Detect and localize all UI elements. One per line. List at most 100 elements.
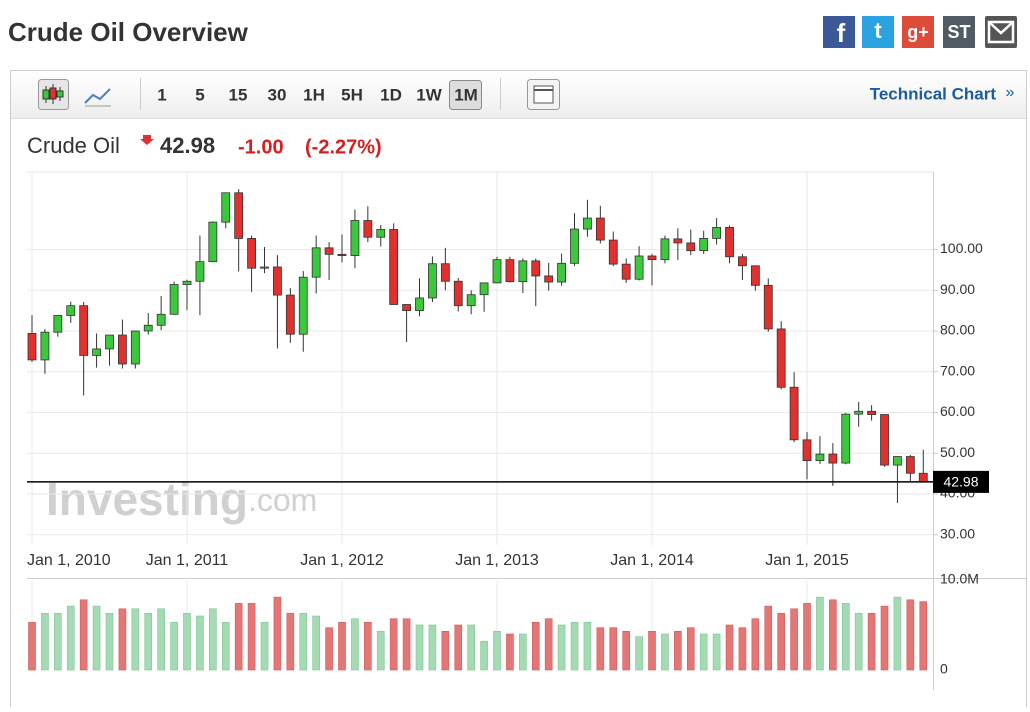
- interval-button[interactable]: 5H: [341, 85, 363, 104]
- volume-bar: [712, 633, 721, 671]
- candle-body: [298, 276, 308, 335]
- interval-button[interactable]: 1M: [454, 85, 478, 104]
- volume-bar: [247, 603, 256, 671]
- x-tick-label: Jan 1, 2013: [455, 552, 539, 569]
- volume-bar: [609, 627, 618, 671]
- candle-body: [893, 456, 902, 466]
- technical-chart-arrow[interactable]: »: [1006, 84, 1015, 101]
- candle-body: [712, 227, 722, 239]
- volume-bar: [183, 612, 191, 671]
- y-tick-label: 50.00: [940, 444, 975, 460]
- candle-body: [699, 238, 709, 252]
- candle-body: [531, 260, 541, 277]
- candle-body: [789, 386, 799, 441]
- candle-body: [880, 414, 889, 466]
- volume-bar: [234, 603, 243, 671]
- stocktwits[interactable]: [943, 16, 975, 48]
- candle-body: [27, 333, 37, 361]
- twitter-label[interactable]: t: [874, 18, 882, 43]
- interval-button[interactable]: 1W: [416, 85, 442, 104]
- candle-body: [66, 305, 76, 316]
- line-button[interactable]: [84, 88, 111, 104]
- last-price-box: [933, 470, 989, 493]
- interval-button[interactable]: 1D: [380, 85, 402, 104]
- volume-bar: [415, 624, 424, 671]
- volume-bar: [854, 612, 863, 671]
- google-plus[interactable]: [902, 16, 934, 48]
- volume-bar: [221, 621, 230, 671]
- candle-body: [53, 315, 63, 333]
- volume-bar: [544, 618, 553, 671]
- volume-bar: [493, 630, 501, 671]
- volume-bar: [686, 627, 695, 671]
- candle-body: [660, 238, 670, 261]
- volume-bar: [531, 621, 540, 671]
- candle-body: [815, 453, 825, 462]
- y-tick-label: 70.00: [940, 362, 975, 378]
- candle-body: [143, 324, 153, 332]
- candle-body: [725, 227, 734, 258]
- technical-chart-link[interactable]: Technical Chart: [870, 84, 997, 103]
- candle-body: [595, 217, 605, 241]
- volume-bar: [816, 596, 824, 671]
- interval-button[interactable]: 15: [229, 85, 248, 104]
- candle-body: [440, 263, 450, 282]
- volume-bar: [299, 612, 308, 671]
- volume-bar: [841, 603, 850, 671]
- volume-bar: [519, 633, 527, 671]
- candle-body: [905, 456, 915, 474]
- volume-bar: [454, 624, 463, 671]
- volume-bar: [648, 630, 656, 671]
- volume-bar: [725, 624, 734, 671]
- volume-bar: [635, 636, 643, 671]
- social-icons: f t g+ ST: [823, 16, 1017, 48]
- facebook-label[interactable]: f: [837, 18, 846, 48]
- volume-bar: [803, 603, 811, 671]
- stocktwits-label[interactable]: ST: [947, 22, 970, 42]
- twitter[interactable]: [862, 16, 894, 48]
- volume-bar: [829, 599, 837, 671]
- interval-button[interactable]: 30: [268, 85, 287, 104]
- volume-bar: [738, 627, 747, 671]
- interval-selected[interactable]: [449, 80, 482, 110]
- volume-bar: [144, 612, 153, 671]
- volume-bar: [661, 633, 669, 671]
- candle-body: [763, 284, 773, 330]
- volume-bar: [699, 633, 708, 671]
- candle-body: [402, 304, 411, 312]
- volume-bar: [428, 624, 437, 671]
- volume-bar: [764, 605, 773, 671]
- interval-button[interactable]: 1H: [303, 85, 325, 104]
- volume-bar: [867, 612, 876, 671]
- volume-bar: [751, 618, 760, 671]
- y-tick-label: 80.00: [940, 322, 975, 338]
- volume-bar: [402, 618, 411, 671]
- google-plus-label[interactable]: g+: [907, 22, 929, 42]
- price-change-percent: (-2.27%): [305, 136, 382, 158]
- y-tick-label: 30.00: [940, 526, 975, 542]
- candle-icon-body: [56, 90, 64, 98]
- down-arrow: [140, 135, 154, 145]
- watermark-main: Investing: [46, 473, 248, 525]
- volume-bar: [893, 596, 902, 671]
- candle-body: [686, 242, 696, 252]
- candle-body: [738, 256, 747, 267]
- volume-tick-label: 0: [940, 661, 948, 677]
- interval-button[interactable]: 1: [157, 85, 166, 104]
- candle-body: [376, 229, 386, 238]
- candle-body: [247, 238, 256, 269]
- candle-body: [544, 275, 554, 283]
- volume-bar: [351, 618, 359, 671]
- volume-bar: [170, 621, 178, 671]
- candle-body: [518, 260, 528, 283]
- volume-bar: [389, 618, 398, 671]
- interval-button[interactable]: 5: [195, 85, 204, 104]
- volume-bar: [66, 605, 75, 671]
- candle-body: [492, 259, 502, 284]
- facebook[interactable]: [823, 16, 855, 48]
- email-icon: [987, 20, 1015, 44]
- candle-body: [389, 229, 399, 305]
- candle-icon-body: [42, 89, 50, 100]
- candle-body: [634, 255, 644, 280]
- candle-body: [40, 331, 50, 361]
